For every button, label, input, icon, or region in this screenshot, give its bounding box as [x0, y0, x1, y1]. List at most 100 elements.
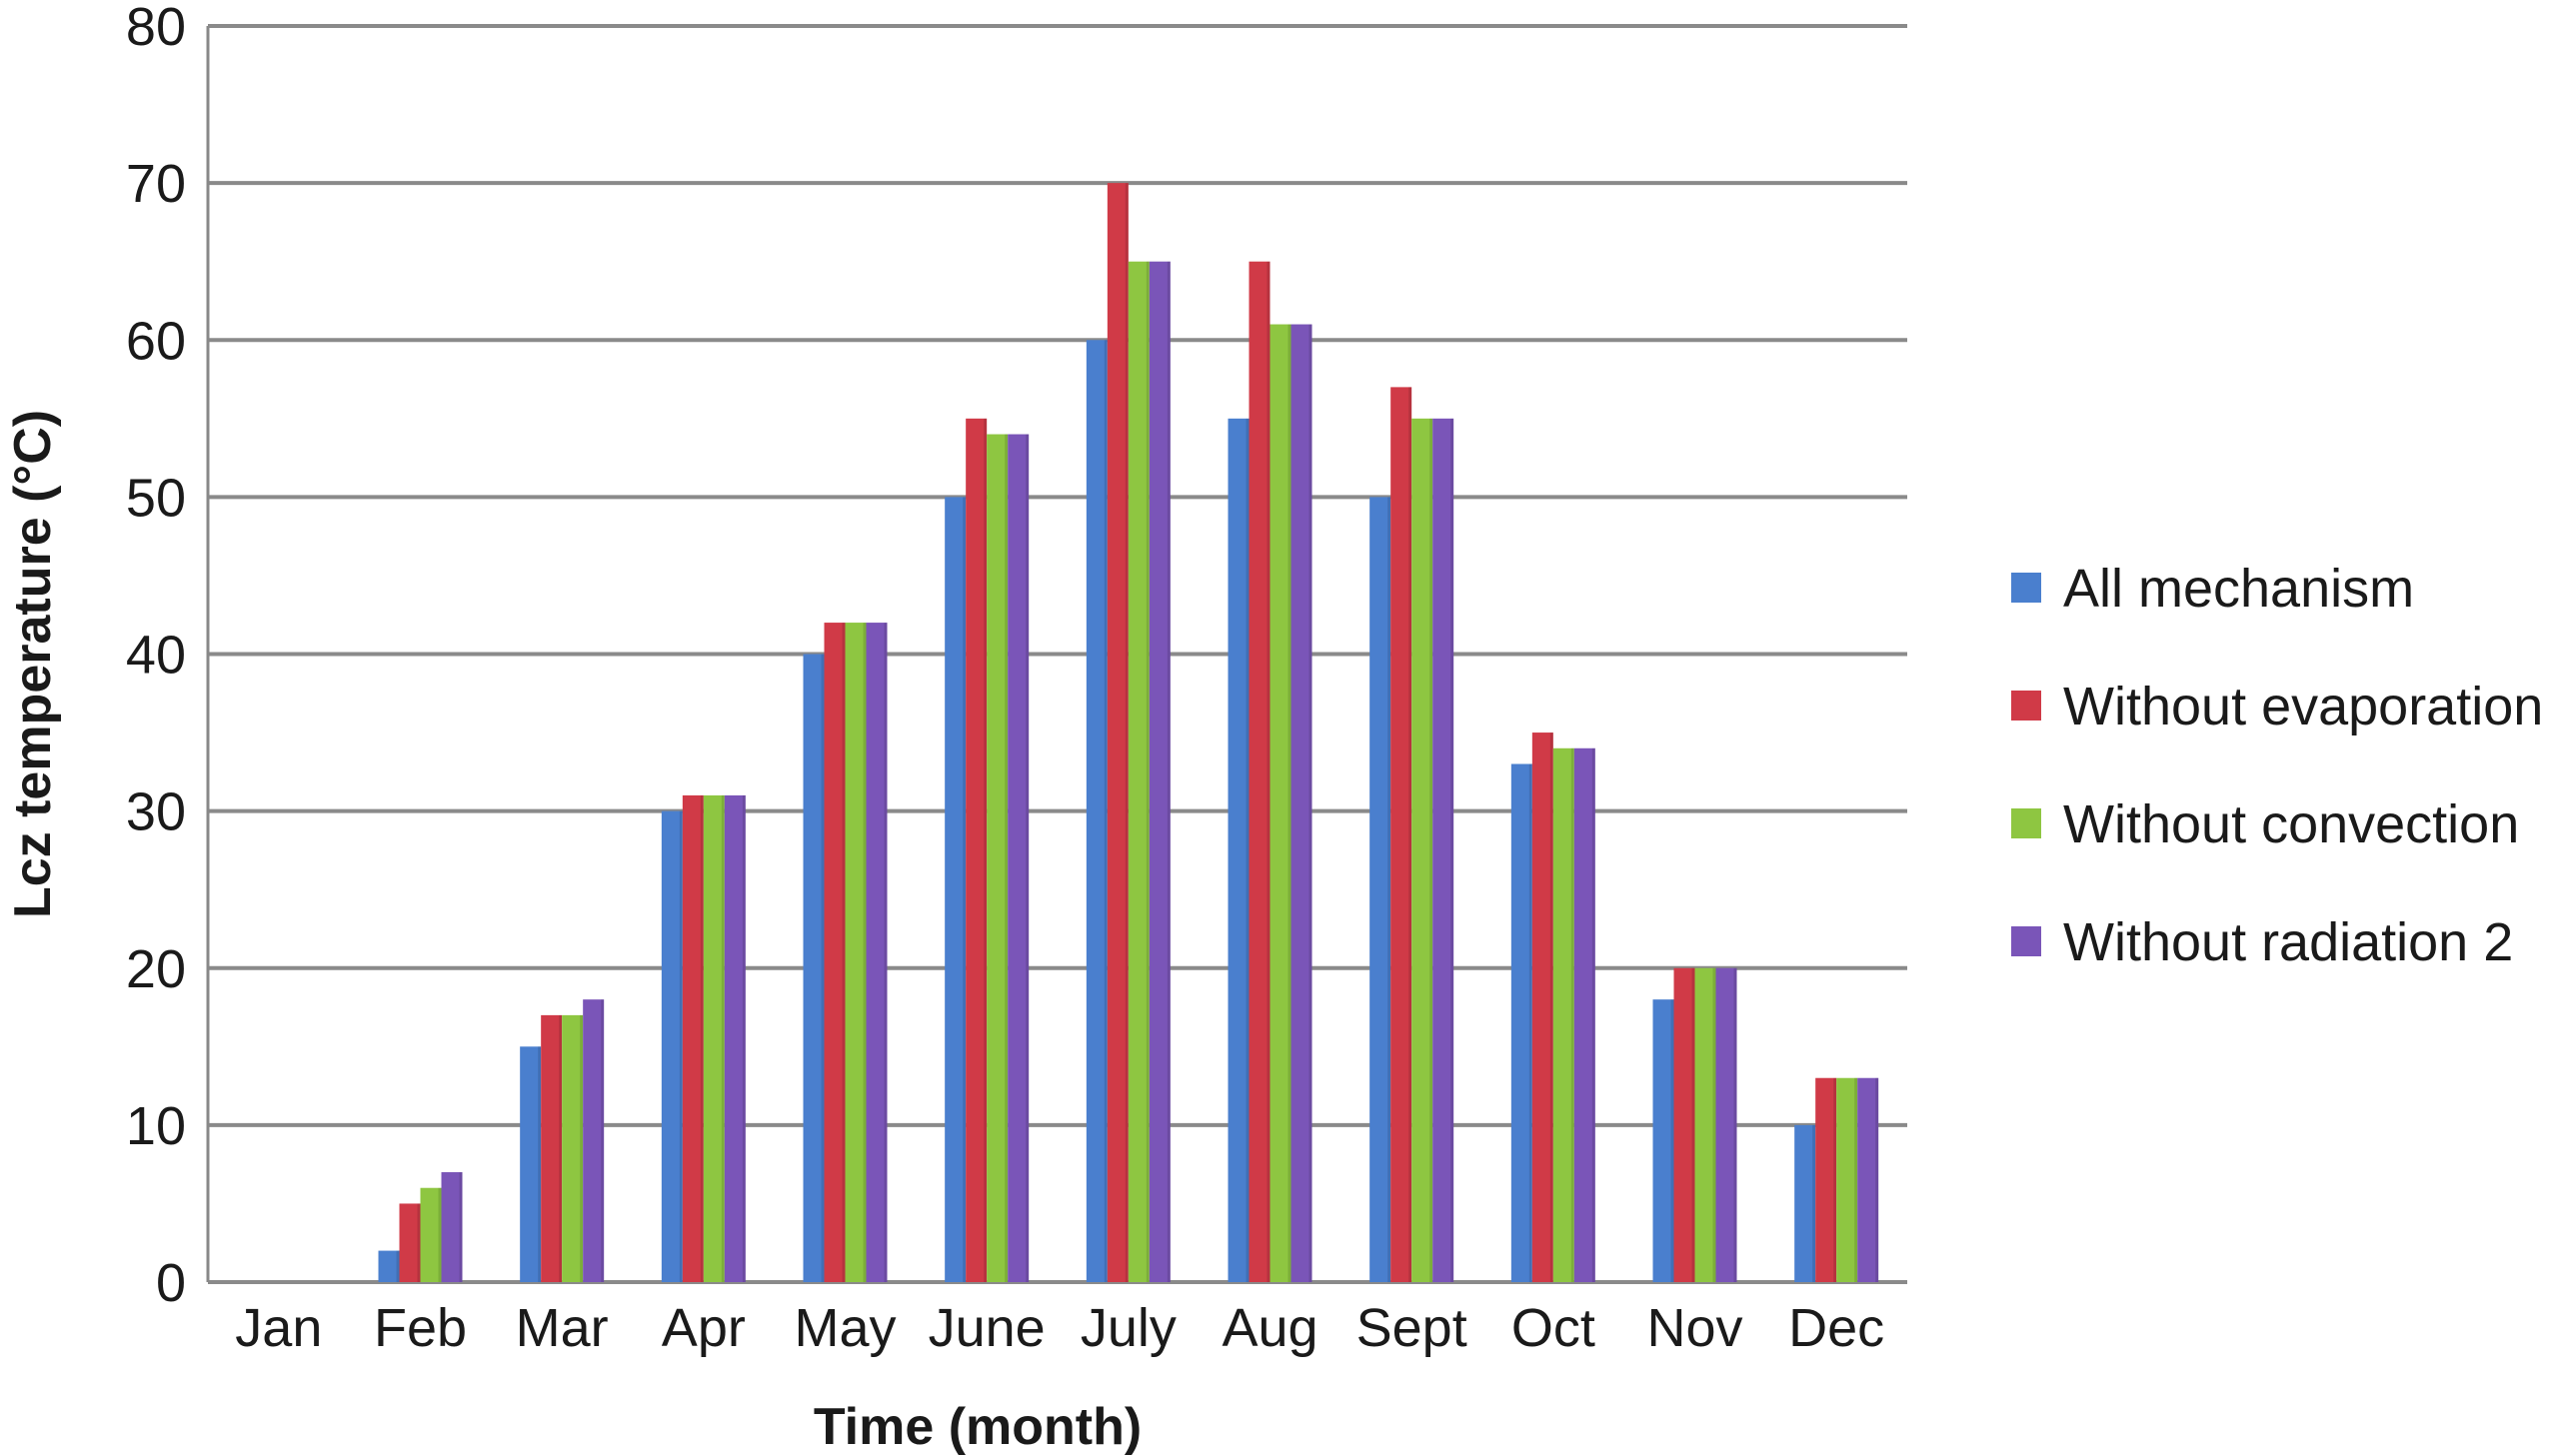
- legend-swatch: [2011, 808, 2041, 838]
- bar: [661, 810, 683, 1282]
- bar: [420, 1187, 442, 1282]
- bar: [1107, 183, 1129, 1282]
- x-tick-label: June: [929, 1298, 1046, 1358]
- x-tick-label: Sept: [1356, 1298, 1467, 1358]
- gridlines: [208, 24, 1907, 1284]
- y-tick-label: 40: [126, 626, 186, 686]
- bar: [1794, 1124, 1816, 1282]
- y-tick-label: 30: [126, 782, 186, 842]
- x-tick-labels: Jan Feb Mar Apr May June July Aug Sept Oct Nov Dec: [235, 1298, 1884, 1358]
- bar-edge: [863, 623, 867, 1282]
- bar-edge: [963, 497, 967, 1282]
- bar: [1531, 732, 1553, 1282]
- bar-edge: [1005, 434, 1009, 1282]
- bar: [945, 497, 967, 1282]
- bar: [1411, 418, 1433, 1282]
- x-tick-label: May: [794, 1298, 896, 1358]
- legend: All mechanism Without evaporation Without …: [2011, 559, 2543, 972]
- bar: [1815, 1077, 1837, 1282]
- bar: [378, 1250, 400, 1282]
- legend-label: Without convection: [2063, 794, 2519, 854]
- y-tick-label: 60: [126, 311, 186, 371]
- bar-edge: [1408, 387, 1412, 1282]
- bar-edge: [1104, 340, 1108, 1282]
- bars: [378, 183, 1879, 1283]
- bar: [1694, 967, 1716, 1282]
- bar-edge: [459, 1172, 463, 1282]
- bar: [966, 418, 988, 1282]
- bar: [682, 794, 704, 1282]
- bar-edge: [417, 1203, 421, 1282]
- bar-edge: [1875, 1077, 1879, 1282]
- bar: [1673, 967, 1695, 1282]
- bar: [562, 1014, 584, 1282]
- bar: [1715, 967, 1737, 1282]
- bar-edge: [742, 794, 746, 1282]
- bar: [1836, 1077, 1858, 1282]
- bar-edge: [1287, 324, 1291, 1283]
- bar: [399, 1203, 421, 1282]
- bar-edge: [679, 810, 683, 1282]
- bar-edge: [721, 794, 725, 1282]
- bar-edge: [1670, 999, 1674, 1282]
- bar-edge: [984, 418, 988, 1282]
- bar: [1008, 434, 1030, 1282]
- bar: [824, 623, 846, 1282]
- bar: [441, 1172, 463, 1282]
- y-tick-label: 10: [126, 1096, 186, 1156]
- bar: [1857, 1077, 1879, 1282]
- bar: [1270, 324, 1291, 1283]
- y-tick-label: 0: [156, 1253, 186, 1313]
- bar-edge: [700, 794, 704, 1282]
- bar-edge: [1812, 1124, 1816, 1282]
- bar-edge: [821, 654, 825, 1282]
- bar: [1390, 387, 1412, 1282]
- bar-edge: [1308, 324, 1312, 1283]
- x-tick-label: Apr: [662, 1298, 746, 1358]
- bar-edge: [1450, 418, 1454, 1282]
- bar-edge: [1712, 967, 1716, 1282]
- bar: [803, 654, 825, 1282]
- bar: [1228, 418, 1250, 1282]
- y-tick-label: 50: [126, 468, 186, 528]
- bar: [987, 434, 1009, 1282]
- bar-edge: [1167, 261, 1171, 1282]
- bar-edge: [580, 1014, 584, 1282]
- x-tick-label: Oct: [1511, 1298, 1595, 1358]
- x-tick-label: Nov: [1646, 1298, 1742, 1358]
- x-tick-label: Dec: [1788, 1298, 1884, 1358]
- y-tick-label: 70: [126, 154, 186, 214]
- legend-swatch: [2011, 573, 2041, 603]
- bar: [1573, 747, 1595, 1282]
- y-tick-labels: 0 10 20 30 40 50 60 70 80: [126, 0, 186, 1313]
- bar-edge: [1387, 497, 1391, 1282]
- bar-edge: [1267, 261, 1271, 1282]
- y-tick-label: 80: [126, 0, 186, 57]
- bar-edge: [1591, 747, 1595, 1282]
- bar: [583, 999, 605, 1282]
- bar-edge: [601, 999, 605, 1282]
- bar-edge: [1246, 418, 1250, 1282]
- bar: [520, 1046, 542, 1282]
- bar-edge: [438, 1187, 442, 1282]
- bar: [1249, 261, 1271, 1282]
- bar: [724, 794, 746, 1282]
- bar-edge: [1146, 261, 1150, 1282]
- bar-edge: [1691, 967, 1695, 1282]
- bar: [1369, 497, 1391, 1282]
- x-axis-title: Time (month): [814, 1398, 1142, 1456]
- bar: [1652, 999, 1674, 1282]
- x-tick-label: Aug: [1222, 1298, 1317, 1358]
- legend-swatch: [2011, 691, 2041, 721]
- bar: [1432, 418, 1454, 1282]
- bar-edge: [396, 1250, 400, 1282]
- y-axis-title: Lcz temperature (°C): [4, 410, 62, 918]
- bar: [1290, 324, 1312, 1283]
- bar-edge: [1528, 763, 1532, 1282]
- bar: [1128, 261, 1150, 1282]
- legend-label: Without evaporation: [2063, 677, 2543, 736]
- bar: [1510, 763, 1532, 1282]
- x-tick-label: July: [1081, 1298, 1177, 1358]
- bar: [866, 623, 888, 1282]
